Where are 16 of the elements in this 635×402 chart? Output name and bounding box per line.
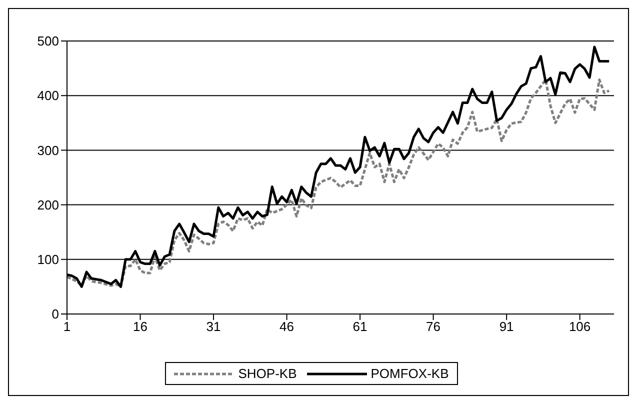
y-tick-label: 300 <box>37 142 59 158</box>
x-tick-label: 16 <box>133 319 148 334</box>
x-tick-label: 1 <box>63 319 71 334</box>
y-tick-label: 0 <box>52 306 59 322</box>
y-tick-label: 100 <box>37 252 59 268</box>
x-tick-label: 106 <box>568 319 591 334</box>
y-tick-label: 200 <box>37 197 59 212</box>
x-tick-label: 76 <box>426 319 441 334</box>
x-tick-label: 91 <box>499 319 514 334</box>
y-tick-label: 500 <box>37 34 59 49</box>
legend-label: POMFOX-KB <box>370 366 449 381</box>
legend-label: SHOP-KB <box>237 366 297 381</box>
y-tick-label: 400 <box>37 88 59 104</box>
x-tick-label: 46 <box>280 319 294 334</box>
x-tick-label: 61 <box>352 319 368 334</box>
x-tick-label: 31 <box>206 319 221 334</box>
